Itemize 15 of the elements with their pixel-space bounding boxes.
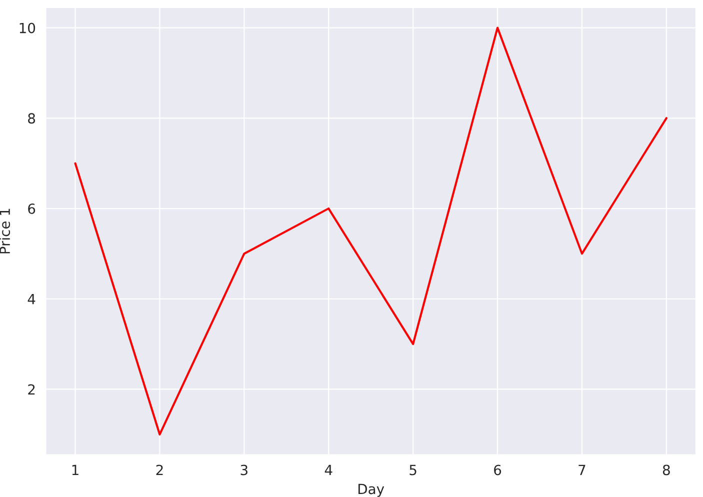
x-tick-label: 6	[494, 464, 502, 476]
y-tick-label: 6	[28, 203, 36, 214]
y-tick-label: 10	[20, 22, 36, 34]
line-series	[74, 26, 668, 436]
x-tick-label: 8	[662, 464, 670, 476]
y-tick-label: 2	[28, 384, 35, 395]
x-tick-label: 1	[72, 464, 78, 476]
y-tick-label: 8	[28, 113, 36, 124]
x-tick-label: 3	[240, 464, 248, 476]
x-axis-title: Day	[358, 484, 384, 497]
x-tick-label: 4	[324, 464, 332, 476]
y-tick-label: 4	[28, 294, 36, 304]
x-tick-label: 2	[156, 464, 163, 476]
x-tick-label: 7	[578, 464, 586, 476]
x-tick-label: 5	[410, 464, 416, 476]
